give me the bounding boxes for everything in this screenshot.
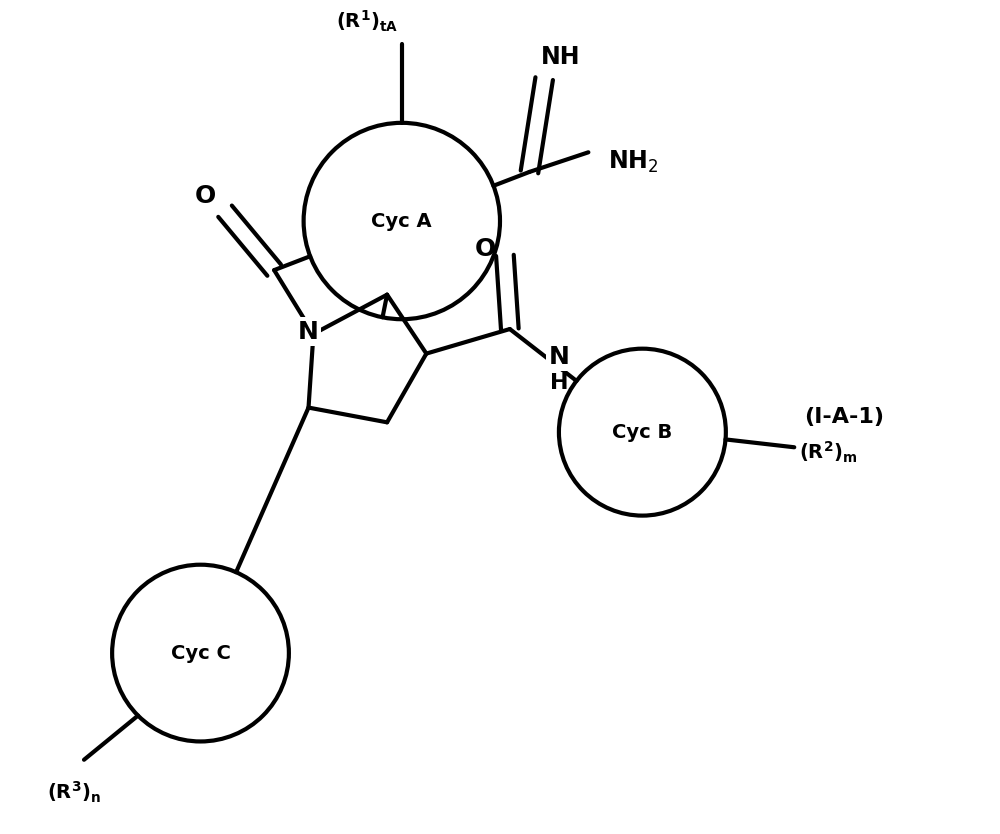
- Text: Cyc A: Cyc A: [371, 212, 432, 230]
- Text: $\mathbf{(R^2)_m}$: $\mathbf{(R^2)_m}$: [799, 440, 857, 465]
- Text: O: O: [195, 184, 216, 208]
- Text: $\mathbf{(R^3)_n}$: $\mathbf{(R^3)_n}$: [47, 780, 101, 805]
- Text: O: O: [475, 237, 496, 260]
- Text: H: H: [550, 373, 568, 393]
- Text: NH$_2$: NH$_2$: [608, 149, 658, 175]
- Text: N: N: [298, 320, 319, 344]
- Text: Cyc B: Cyc B: [612, 423, 673, 442]
- Text: (I-A-1): (I-A-1): [804, 408, 884, 427]
- Text: $\mathbf{(R^1)_{tA}}$: $\mathbf{(R^1)_{tA}}$: [336, 9, 399, 34]
- Text: Cyc C: Cyc C: [171, 644, 230, 662]
- Text: N: N: [548, 344, 569, 369]
- Text: NH: NH: [541, 45, 581, 69]
